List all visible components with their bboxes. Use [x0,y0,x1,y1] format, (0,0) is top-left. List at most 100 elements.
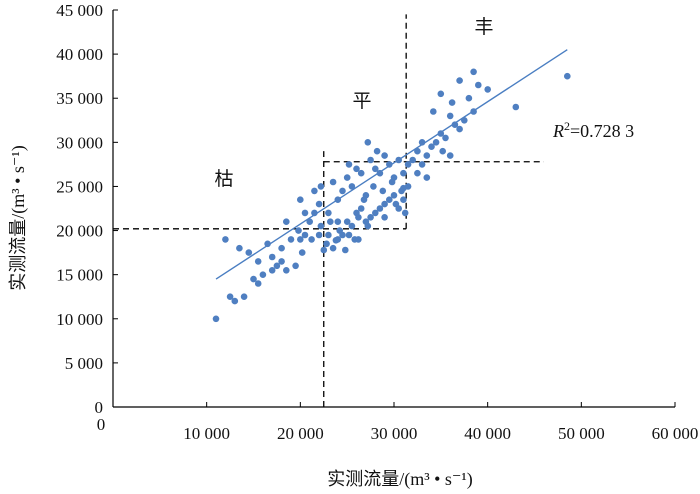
data-point [423,174,431,181]
data-point [414,169,421,177]
data-point [325,231,332,239]
y-tick-label: 25 000 [56,177,103,196]
region-label-normal: 平 [352,91,371,112]
data-point [404,161,412,168]
data-point [268,267,276,274]
r2-prefix: R [552,121,564,141]
data-point [287,236,295,243]
data-point [323,240,330,248]
data-point [370,183,377,190]
data-point [345,161,353,168]
x-tick-label: 20 000 [277,424,324,443]
data-point [295,227,302,234]
origin-label: 0 [97,415,106,434]
x-tick-label: 30 000 [371,424,418,443]
data-point [386,161,393,168]
data-point [418,161,426,168]
data-point [259,271,267,279]
y-tick-label: 30 000 [56,133,103,152]
y-tick-label: 20 000 [56,222,103,241]
data-point [297,236,304,243]
y-axis-title: 实测流量/(m³ • s⁻¹) [8,145,29,291]
data-point [292,262,299,270]
region-label-wet: 丰 [474,16,493,38]
data-point [332,237,340,244]
data-point [400,184,407,192]
data-point [395,156,403,164]
data-point [376,169,384,177]
data-point [437,130,445,137]
data-point [342,246,349,254]
data-point [343,218,351,225]
data-point [254,258,262,265]
data-point [339,231,346,239]
data-point [423,152,431,159]
data-point [317,183,325,190]
data-point [240,293,248,301]
data-point [268,253,276,261]
data-point [484,86,492,93]
y-tick-label: 10 000 [56,310,103,329]
data-point [439,147,447,155]
data-point [430,108,437,115]
data-point [400,196,407,203]
data-point [212,315,220,323]
data-point [334,196,342,203]
data-point [297,196,304,203]
data-point [379,187,387,195]
data-point [236,244,243,252]
data-point [360,196,368,203]
data-point [311,209,318,217]
data-point [395,205,403,212]
data-point [381,200,388,208]
data-point [414,147,421,155]
data-point [345,231,353,239]
data-point [461,117,468,124]
data-point [381,152,388,159]
data-point [317,222,325,230]
data-point [367,214,374,221]
data-point [283,267,290,274]
data-point [470,108,477,115]
y-tick-label: 0 [95,398,104,417]
ticks: 0 5 000 10 000 15 000 20 000 25 000 30 000 35 0… [56,1,698,443]
data-point [409,156,417,164]
data-point [298,249,306,256]
data-point [357,205,365,212]
y-tick-label: 5 000 [65,354,103,373]
data-point [308,236,315,243]
data-point [278,258,285,265]
data-point [376,205,384,212]
data-point [301,209,309,217]
data-point [254,280,262,287]
data-point [329,178,337,186]
data-point [400,169,407,177]
x-tick-label: 60 000 [652,424,699,443]
data-point [339,187,346,195]
data-point [353,165,360,173]
data-point [301,231,309,239]
data-point [451,121,459,128]
data-point [564,72,571,80]
data-point [456,125,463,133]
data-point [386,196,393,203]
data-point [446,152,454,159]
data-point [418,139,426,146]
x-tick-label: 50 000 [558,424,605,443]
axes [112,10,675,408]
data-point [348,222,356,230]
data-point [442,134,449,142]
data-point [325,209,332,217]
data-point [465,94,473,102]
data-point [320,246,328,254]
data-point [343,174,351,181]
data-point [311,187,318,195]
data-point [475,81,482,89]
r2-superscript: 2 [564,119,570,133]
y-tick-label: 40 000 [56,45,103,64]
y-tick-label: 15 000 [56,266,103,285]
x-axis-title: 实测流量/(m³ • s⁻¹) [327,469,473,490]
x-tick-label: 10 000 [183,424,230,443]
data-point [222,236,229,243]
data-point [448,99,456,106]
